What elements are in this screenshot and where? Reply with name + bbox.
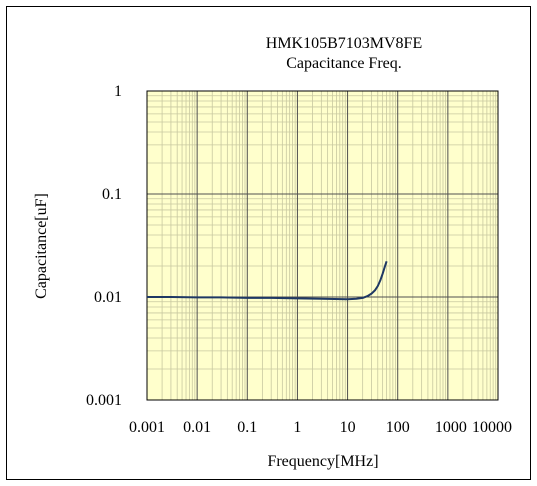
y-axis-label: Capacitance[uF] <box>33 193 50 299</box>
y-tick-label: 0.01 <box>94 289 122 306</box>
series-layer <box>147 260 388 301</box>
grid <box>146 90 499 401</box>
x-axis-label: Frequency[MHz] <box>267 453 378 470</box>
x-tick-label: 0.01 <box>183 419 211 436</box>
x-tick-label: 1000 <box>435 419 467 436</box>
chart-subtitle: Capacitance Freq. <box>286 55 402 72</box>
y-tick-label: 0.001 <box>86 392 122 409</box>
plot-border <box>146 90 499 401</box>
x-tick-label: 0.001 <box>129 419 165 436</box>
plot-area <box>147 91 498 400</box>
x-tick-label: 1 <box>293 419 301 436</box>
y-tick-label: 1 <box>114 83 122 100</box>
y-tick-label: 0.1 <box>102 186 122 203</box>
x-tick-label: 100 <box>386 419 410 436</box>
x-tick-label: 10000 <box>472 419 512 436</box>
tick-labels: 0.001 0.01 0.1 1 10 100 1000 10000 0.001 0.01 0.1 1 <box>86 83 512 436</box>
series-line <box>147 260 388 301</box>
plot-background <box>147 91 498 400</box>
x-tick-label: 10 <box>340 419 356 436</box>
x-tick-label: 0.1 <box>237 419 257 436</box>
chart-title: HMK105B7103MV8FE <box>266 35 422 52</box>
